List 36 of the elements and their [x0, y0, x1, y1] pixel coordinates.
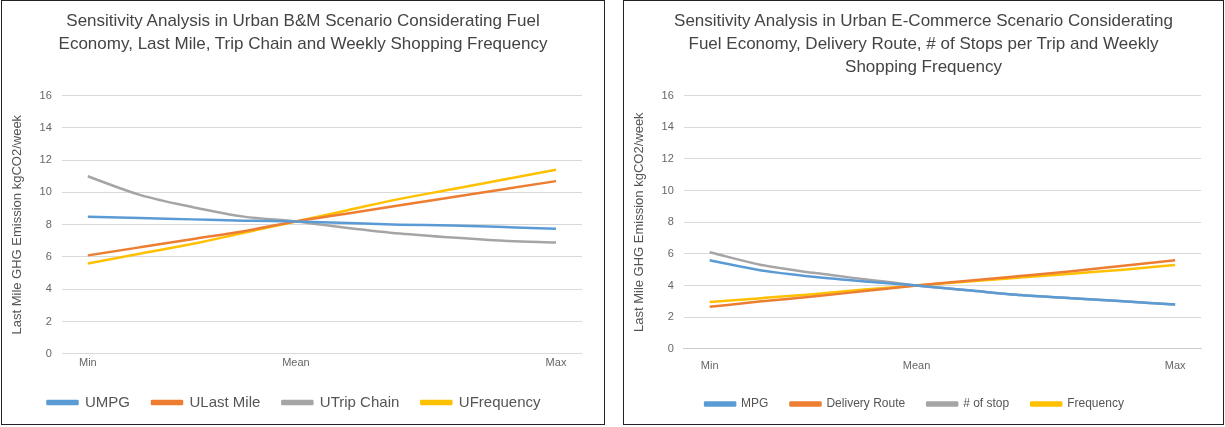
y-tick-label: 6: [667, 246, 674, 259]
legend-label: MPG: [741, 396, 769, 411]
x-tick-label: Mean: [282, 356, 310, 369]
y-tick-label: 10: [661, 183, 674, 196]
y-tick-label: 6: [45, 250, 52, 263]
y-tick-label: 0: [45, 346, 52, 359]
y-tick-label: 2: [45, 314, 52, 327]
y-tick-label: 14: [39, 120, 52, 133]
y-tick-label: 4: [45, 282, 52, 295]
y-tick-label: 16: [39, 88, 52, 101]
legend-label: Delivery Route: [826, 396, 906, 411]
x-tick-label: Min: [700, 359, 719, 372]
legend-label: UTrip Chain: [319, 392, 400, 410]
y-tick-label: 12: [661, 151, 674, 164]
legend-label: Frequency: [1067, 396, 1124, 411]
legend-label: UMPG: [84, 392, 130, 410]
legend-label: UFrequency: [458, 392, 542, 410]
y-tick-label: 10: [39, 185, 52, 198]
legend-label: ULast Mile: [189, 392, 261, 410]
y-tick-label: 14: [661, 120, 674, 133]
y-tick-label: 8: [45, 217, 52, 230]
x-tick-label: Mean: [902, 359, 931, 372]
x-tick-label: Max: [545, 356, 567, 369]
chart-title: Sensitivity Analysis in Urban B&M Scenario Considerating Fuel Economy, Last Mile, Trip Chain and Weekly Shopping Frequency: [57, 10, 549, 55]
y-tick-label: 2: [667, 310, 674, 323]
y-tick-label: 12: [39, 153, 52, 166]
y-tick-label: 8: [667, 215, 674, 228]
x-tick-label: Min: [78, 356, 97, 369]
y-axis-title: Last Mile GHG Emission kgCO2/week: [631, 111, 647, 333]
x-tick-label: Max: [1164, 359, 1187, 372]
y-tick-label: 4: [667, 278, 674, 291]
y-tick-label: 0: [667, 341, 674, 354]
legend-label: # of stop: [963, 396, 1010, 411]
y-axis-title: Last Mile GHG Emission kgCO2/week: [9, 114, 25, 335]
chart-title: Sensitivity Analysis in Urban E-Commerce Scenario Considerating Fuel Economy, Delivery Route, # of Stops per Trip and Weekly Shopping Frequency: [673, 10, 1174, 78]
y-tick-label: 16: [661, 88, 674, 101]
